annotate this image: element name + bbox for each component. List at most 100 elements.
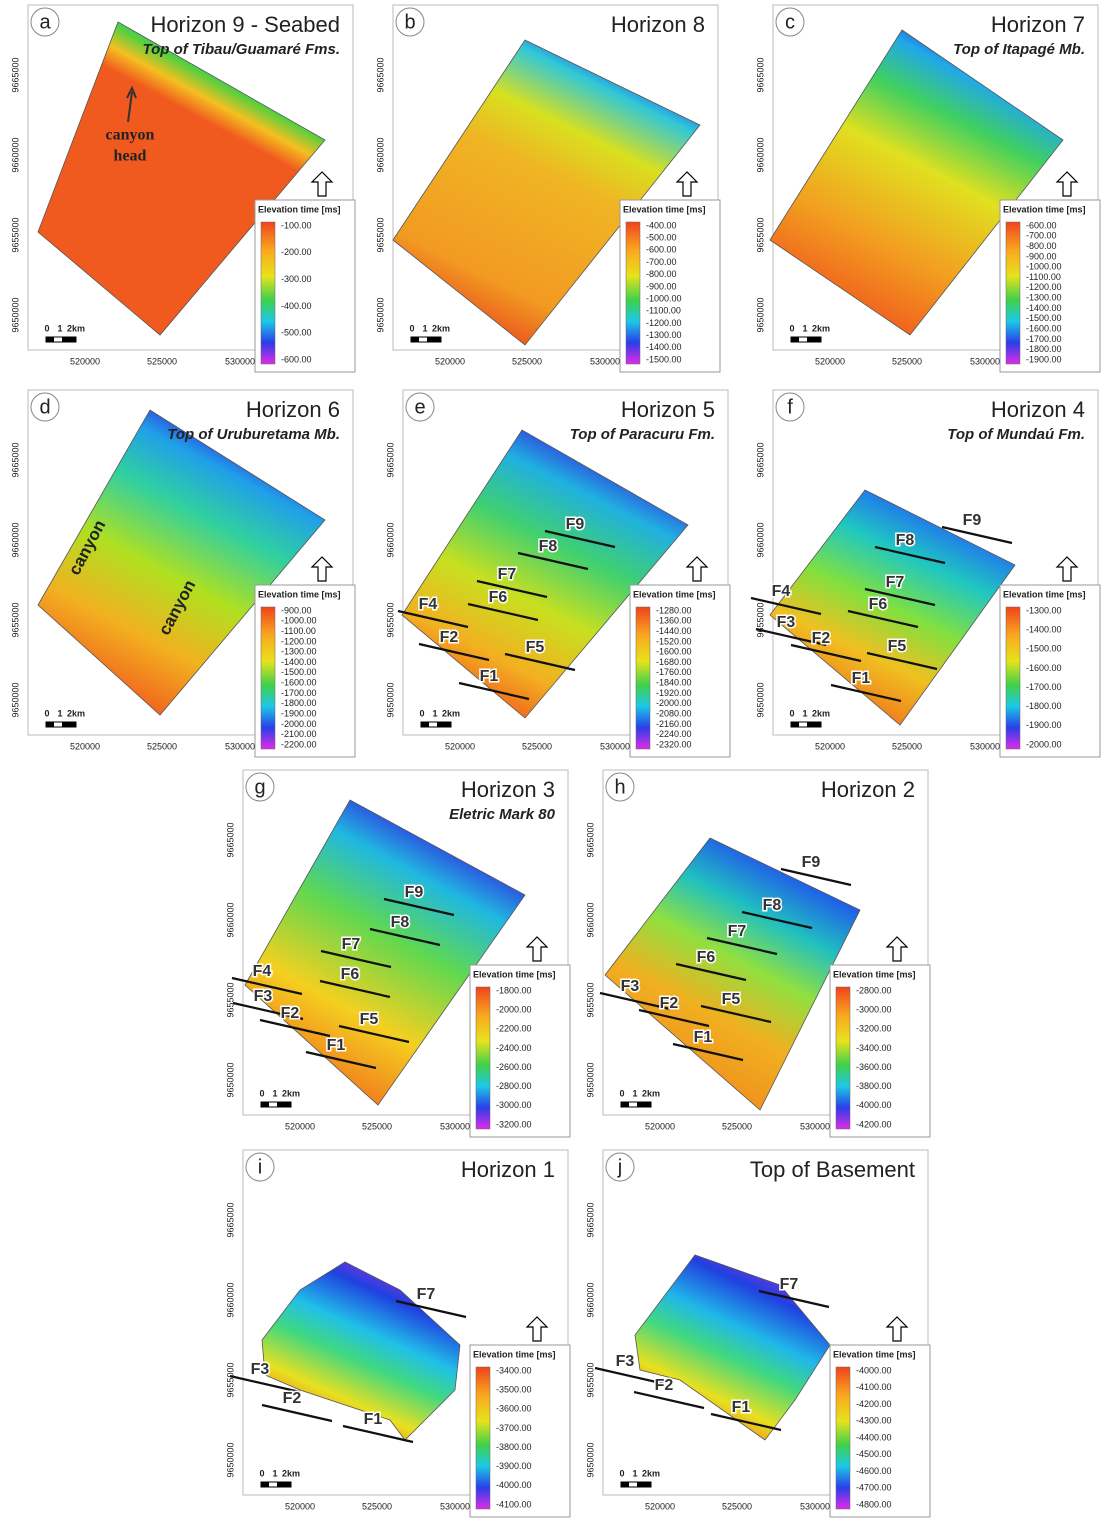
legend-label: -900.00 bbox=[646, 281, 677, 291]
legend-label: -1500.00 bbox=[1026, 313, 1062, 323]
north-arrow bbox=[885, 1316, 909, 1342]
x-tick-label: 520000 bbox=[815, 741, 845, 751]
color-bar bbox=[475, 1366, 491, 1510]
legend-label: -3000.00 bbox=[496, 1100, 532, 1110]
fault-trace bbox=[338, 1024, 410, 1044]
scale-bar-segment bbox=[62, 722, 76, 727]
legend-label: -1800.00 bbox=[1026, 344, 1062, 354]
x-tick-label: 530000 bbox=[970, 741, 1000, 751]
legend-label: -1680.00 bbox=[656, 657, 692, 667]
fault-trace bbox=[517, 551, 589, 571]
y-tick-label: 9650000 bbox=[225, 1442, 235, 1477]
legend-label: -4500.00 bbox=[856, 1449, 892, 1459]
scale-label: 2km bbox=[812, 708, 830, 718]
panel-letter: c bbox=[785, 11, 795, 33]
fault-label: F1 bbox=[327, 1037, 346, 1054]
legend-label: -4800.00 bbox=[856, 1499, 892, 1509]
fault-trace bbox=[874, 545, 946, 565]
fault-label: F3 bbox=[254, 988, 273, 1005]
panel-title: Horizon 2 bbox=[821, 777, 915, 802]
panel-title: Horizon 6 bbox=[246, 397, 340, 422]
color-bar bbox=[835, 1366, 851, 1510]
fault-trace bbox=[755, 627, 827, 647]
fault-label: F2 bbox=[812, 630, 831, 647]
scale-label: 2km bbox=[442, 708, 460, 718]
fault-label: F5 bbox=[360, 1011, 379, 1028]
panel-letter-circle bbox=[775, 7, 805, 37]
panel-subtitle: Top of Mundaú Fm. bbox=[947, 426, 1085, 443]
fault-trace bbox=[675, 962, 747, 982]
fault-label: F6 bbox=[341, 966, 360, 983]
y-tick-label: 9655000 bbox=[10, 217, 20, 252]
horizon-surface bbox=[604, 837, 861, 1111]
scale-label: 0 bbox=[619, 1468, 624, 1478]
scale-label: 1 bbox=[57, 708, 62, 718]
y-tick-label: 9650000 bbox=[755, 682, 765, 717]
fault-label: F3 bbox=[777, 614, 796, 631]
panel-letter: h bbox=[614, 776, 625, 798]
y-tick-label: 9660000 bbox=[225, 902, 235, 937]
y-tick-label: 9665000 bbox=[585, 1202, 595, 1237]
legend-title: Elevation time [ms] bbox=[1003, 204, 1086, 214]
fault-trace bbox=[476, 579, 548, 599]
color-bar bbox=[625, 221, 641, 365]
y-tick-label: 9655000 bbox=[755, 217, 765, 252]
y-tick-label: 9655000 bbox=[375, 217, 385, 252]
map-frame bbox=[242, 1149, 569, 1496]
legend-label: -1400.00 bbox=[1026, 625, 1062, 635]
fault-trace bbox=[305, 1050, 377, 1070]
y-tick-label: 9660000 bbox=[375, 137, 385, 172]
horizon-surface bbox=[261, 1261, 461, 1441]
y-tick-label: 9650000 bbox=[10, 297, 20, 332]
map-frame bbox=[27, 389, 354, 736]
legend-label: -1300.00 bbox=[1026, 293, 1062, 303]
panel-letter: f bbox=[787, 396, 793, 418]
scale-label: 1 bbox=[802, 708, 807, 718]
legend-label: -1840.00 bbox=[656, 678, 692, 688]
y-tick-label: 9655000 bbox=[755, 602, 765, 637]
fault-label: F4 bbox=[419, 596, 438, 613]
legend-label: -2800.00 bbox=[856, 985, 892, 995]
fault-trace bbox=[941, 525, 1013, 545]
x-tick-label: 530000 bbox=[440, 1121, 470, 1131]
x-tick-label: 525000 bbox=[362, 1121, 392, 1131]
fault-label: F4 bbox=[253, 963, 272, 980]
y-tick-label: 9665000 bbox=[585, 822, 595, 857]
map-panel: i Horizon 1 9665000 9660000 9655000 9650000 52… bbox=[225, 1149, 571, 1518]
x-tick-label: 525000 bbox=[892, 356, 922, 366]
y-tick-label: 9650000 bbox=[225, 1062, 235, 1097]
horizon-surface bbox=[37, 409, 326, 716]
legend-label: -2200.00 bbox=[496, 1024, 532, 1034]
legend-label: -300.00 bbox=[281, 274, 312, 284]
scale-label: 0 bbox=[409, 323, 414, 333]
legend-label: -3600.00 bbox=[856, 1062, 892, 1072]
y-tick-label: 9660000 bbox=[585, 902, 595, 937]
fault-label: F9 bbox=[566, 516, 585, 533]
y-tick-label: 9650000 bbox=[585, 1062, 595, 1097]
north-arrow bbox=[1055, 556, 1079, 582]
panel-title: Horizon 9 - Seabed bbox=[150, 12, 340, 37]
legend-label: -1800.00 bbox=[496, 985, 532, 995]
fault-trace bbox=[830, 683, 902, 703]
fault-label: F8 bbox=[763, 897, 782, 914]
fault-trace bbox=[504, 652, 576, 672]
legend-label: -3800.00 bbox=[496, 1442, 532, 1452]
map-frame bbox=[392, 4, 719, 351]
scale-label: 2km bbox=[432, 323, 450, 333]
legend-label: -1600.00 bbox=[1026, 663, 1062, 673]
color-bar bbox=[260, 221, 276, 365]
x-tick-label: 520000 bbox=[645, 1501, 675, 1511]
panel-letter-circle bbox=[405, 392, 435, 422]
fault-trace bbox=[397, 609, 469, 629]
scale-label: 1 bbox=[432, 708, 437, 718]
legend-label: -800.00 bbox=[1026, 241, 1057, 251]
fault-trace bbox=[594, 1366, 666, 1386]
y-tick-label: 9665000 bbox=[755, 57, 765, 92]
x-tick-label: 525000 bbox=[722, 1121, 752, 1131]
legend-label: -2100.00 bbox=[281, 729, 317, 739]
fault-trace bbox=[866, 651, 938, 671]
panel-letter: i bbox=[258, 1156, 262, 1178]
y-tick-label: 9660000 bbox=[385, 522, 395, 557]
legend-label: -1360.00 bbox=[656, 616, 692, 626]
legend-label: -1100.00 bbox=[646, 306, 681, 316]
